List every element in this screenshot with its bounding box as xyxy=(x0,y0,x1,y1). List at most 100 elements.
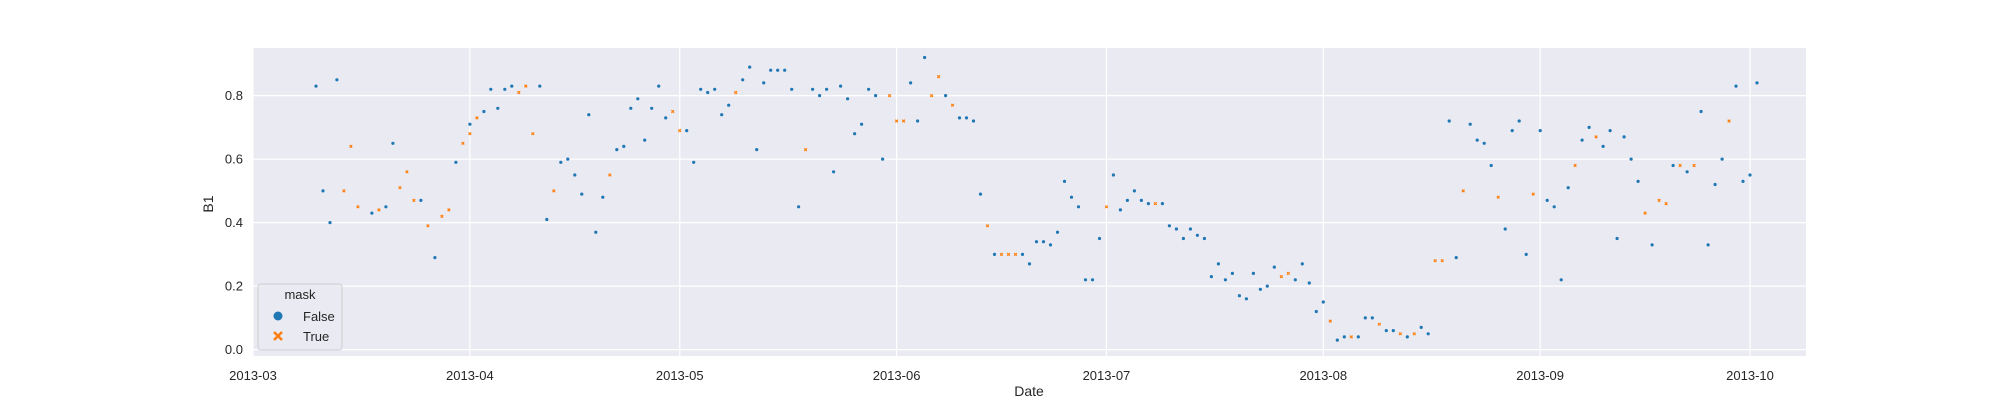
data-point-false xyxy=(1475,138,1479,142)
data-point-false xyxy=(1370,316,1374,320)
data-point-false xyxy=(1027,262,1032,266)
data-point-true xyxy=(349,144,353,149)
data-point-true xyxy=(1349,335,1354,339)
data-point-true xyxy=(1328,319,1333,323)
data-point-true xyxy=(1398,332,1403,336)
data-point-false xyxy=(1706,243,1710,247)
data-point-false xyxy=(1062,179,1067,183)
data-point-true xyxy=(1433,258,1437,263)
data-point-true xyxy=(468,131,472,136)
data-point-false xyxy=(762,81,766,85)
data-point-false xyxy=(1335,338,1339,342)
data-point-true xyxy=(1573,163,1577,168)
data-point-true xyxy=(342,189,346,193)
data-point-false xyxy=(601,195,605,199)
data-point-false xyxy=(1188,227,1192,231)
data-point-false xyxy=(496,106,500,110)
data-point-false xyxy=(657,84,661,88)
y-axis-label: B1 xyxy=(200,195,216,212)
data-point-false xyxy=(741,78,745,82)
x-tick-label: 2013-05 xyxy=(656,368,704,383)
data-point-false xyxy=(538,84,542,88)
data-point-false xyxy=(957,116,962,120)
data-point-false xyxy=(776,68,780,72)
data-point-false xyxy=(1195,233,1199,237)
data-point-false xyxy=(1552,205,1556,209)
y-tick-label: 0.8 xyxy=(225,88,243,103)
data-point-false xyxy=(1741,179,1745,183)
data-point-true xyxy=(412,198,416,203)
data-point-false xyxy=(1251,271,1255,275)
legend-label-true: True xyxy=(303,329,329,344)
data-point-false xyxy=(1167,224,1171,228)
data-point-true xyxy=(531,131,535,136)
data-point-false xyxy=(1363,316,1367,320)
data-point-false xyxy=(1545,198,1549,202)
data-point-true xyxy=(1643,211,1647,215)
data-point-true xyxy=(950,103,955,107)
data-point-false xyxy=(1314,309,1318,314)
data-point-false xyxy=(1097,236,1102,241)
data-point-false xyxy=(1566,186,1570,190)
data-point-false xyxy=(1272,265,1276,269)
data-point-false xyxy=(1258,287,1262,291)
data-point-false xyxy=(433,256,437,260)
data-point-false xyxy=(1174,227,1178,231)
data-point-false xyxy=(335,78,339,82)
data-point-true xyxy=(1727,119,1731,123)
data-point-false xyxy=(1405,335,1409,339)
data-point-false xyxy=(1118,208,1122,212)
data-point-false xyxy=(1384,329,1388,333)
x-tick-label: 2013-10 xyxy=(1726,368,1774,383)
grid-lines xyxy=(252,48,1806,356)
data-point-false xyxy=(797,205,801,209)
y-tick-label: 0.2 xyxy=(225,279,243,294)
data-point-false xyxy=(1048,243,1053,247)
data-point-false xyxy=(545,217,549,222)
data-point-false xyxy=(1454,256,1458,260)
data-point-false xyxy=(1181,236,1185,241)
data-point-false xyxy=(860,122,864,126)
data-point-false xyxy=(1307,281,1311,285)
data-point-false xyxy=(594,230,598,234)
data-point-false xyxy=(699,87,703,91)
data-point-false xyxy=(454,160,458,164)
data-point-false xyxy=(1055,230,1060,234)
data-point-true xyxy=(894,119,899,123)
data-point-false xyxy=(643,138,647,142)
data-point-false xyxy=(1069,195,1074,199)
data-point-false xyxy=(1041,240,1046,244)
data-point-false xyxy=(573,173,577,177)
data-point-false xyxy=(944,94,948,98)
plot-area xyxy=(253,48,1806,356)
y-tick-label: 0.6 xyxy=(225,152,243,167)
data-point-false xyxy=(1321,300,1325,304)
data-point-false xyxy=(650,106,654,110)
data-point-false xyxy=(1300,262,1304,266)
data-point-false xyxy=(1223,278,1227,282)
data-point-false xyxy=(1132,189,1136,193)
x-tick-label: 2013-04 xyxy=(446,368,494,383)
data-point-false xyxy=(1034,240,1039,244)
data-point-false xyxy=(692,160,696,164)
data-point-true xyxy=(1153,201,1158,206)
data-point-false xyxy=(1510,129,1514,133)
data-point-true xyxy=(461,141,465,146)
data-point-true xyxy=(405,170,409,174)
y-axis-ticks: 0.0 0.2 0.4 0.6 0.8 xyxy=(225,88,243,357)
data-point-false xyxy=(846,97,850,101)
data-point-false xyxy=(1265,284,1269,288)
data-point-true xyxy=(1440,258,1444,263)
data-point-false xyxy=(1608,129,1612,133)
data-point-true xyxy=(1496,195,1500,199)
data-point-false xyxy=(1636,179,1640,183)
data-point-false xyxy=(818,94,822,98)
data-point-true xyxy=(475,116,479,120)
data-point-false xyxy=(811,87,815,91)
data-point-false xyxy=(510,84,514,88)
data-point-false xyxy=(1419,325,1423,329)
data-point-false xyxy=(1356,335,1360,339)
data-point-false xyxy=(1139,198,1143,202)
data-point-false xyxy=(1468,122,1472,126)
data-point-true xyxy=(1006,252,1011,257)
